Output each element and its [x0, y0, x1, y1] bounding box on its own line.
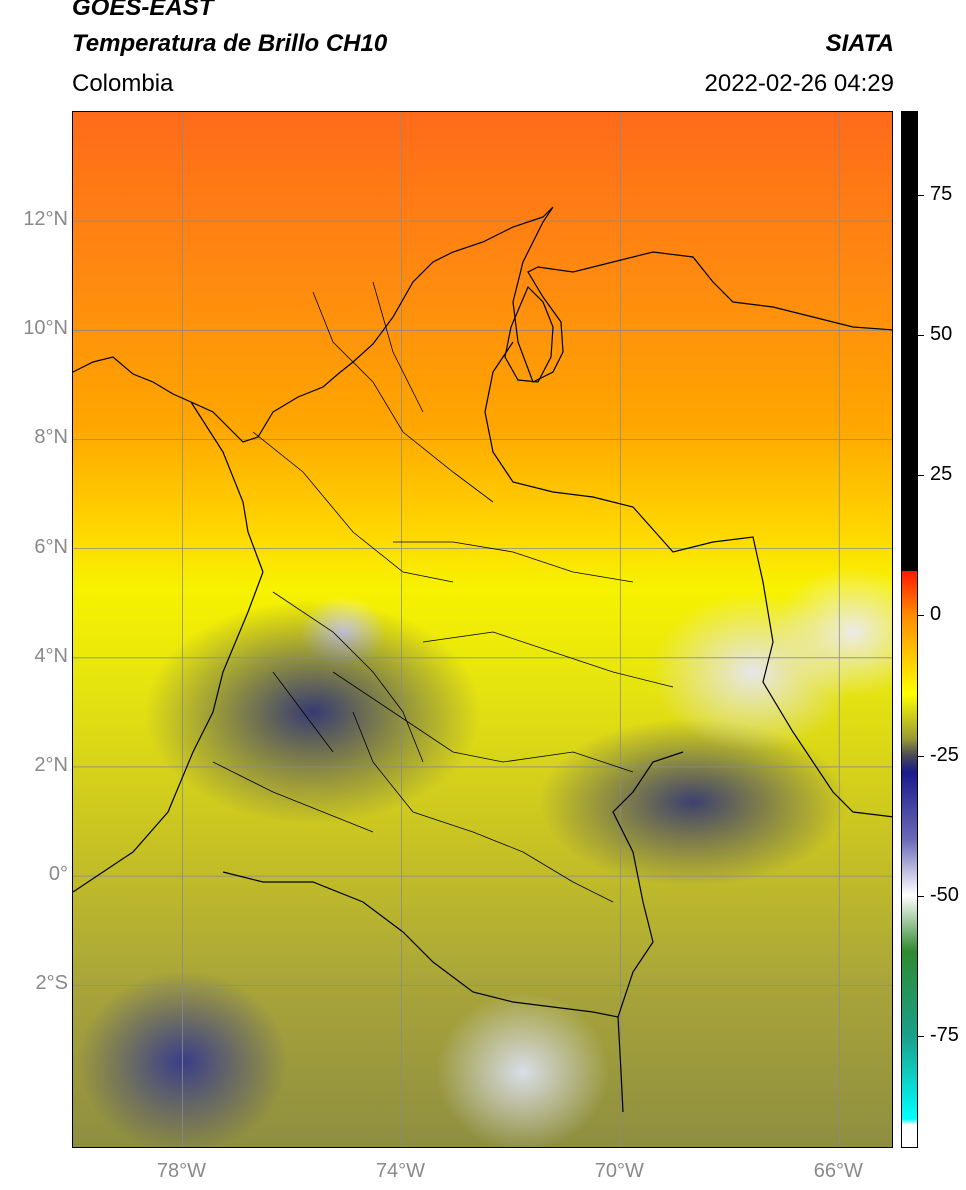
gridlines	[73, 112, 892, 1147]
colorbar-tick	[918, 1035, 924, 1037]
colorbar-tick-label: 50	[930, 323, 953, 346]
colorbar-tick	[918, 755, 924, 757]
border-colombia-panama	[190, 401, 264, 573]
product-title: Temperatura de Brillo CH10	[72, 30, 388, 57]
latitude-label: 2°N	[34, 753, 68, 776]
border-colombia-ecuador-peru	[222, 871, 624, 1113]
colorbar-tick-label: -75	[930, 1023, 959, 1046]
colorbar-tick	[918, 615, 924, 617]
satellite-map	[72, 111, 893, 1148]
pacific-coast	[73, 571, 264, 893]
colorbar-tick-label: 75	[930, 183, 953, 206]
coastline-caribbean	[73, 206, 892, 443]
longitude-label: 66°W	[813, 1160, 863, 1182]
colorbar-tick-label: -25	[930, 743, 959, 766]
longitude-label: 78°W	[156, 1160, 207, 1182]
map-overlay	[73, 112, 892, 1147]
lake-maracaibo	[504, 285, 554, 383]
colorbar-tick	[918, 195, 924, 197]
latitude-label: 6°N	[34, 535, 68, 558]
timestamp-label: 2022-02-26 04:29	[704, 70, 895, 97]
longitude-label: 70°W	[594, 1160, 644, 1182]
organization-label: SIATA	[825, 30, 894, 57]
internal-departments	[212, 281, 674, 903]
colorbar-tick	[918, 475, 924, 477]
satellite-title: GOES-EAST	[72, 0, 214, 21]
colorbar-tick-label: 0	[930, 603, 942, 626]
colorbar-tick-label: 25	[930, 463, 953, 486]
colorbar	[901, 111, 918, 1148]
latitude-label: 10°N	[23, 317, 68, 340]
colorbar-tick-label: -50	[930, 883, 959, 906]
border-colombia-venezuela	[484, 341, 892, 818]
colorbar-tick	[918, 895, 924, 897]
region-label: Colombia	[72, 70, 174, 97]
colorbar-tick	[918, 335, 924, 337]
latitude-label: 4°N	[34, 644, 68, 667]
latitude-label: 12°N	[23, 208, 68, 231]
latitude-label: 0°	[48, 863, 68, 886]
longitude-label: 74°W	[375, 1160, 425, 1182]
latitude-label: 8°N	[34, 426, 68, 449]
latitude-label: 2°S	[35, 972, 68, 995]
border-colombia-brazil	[612, 751, 684, 1018]
